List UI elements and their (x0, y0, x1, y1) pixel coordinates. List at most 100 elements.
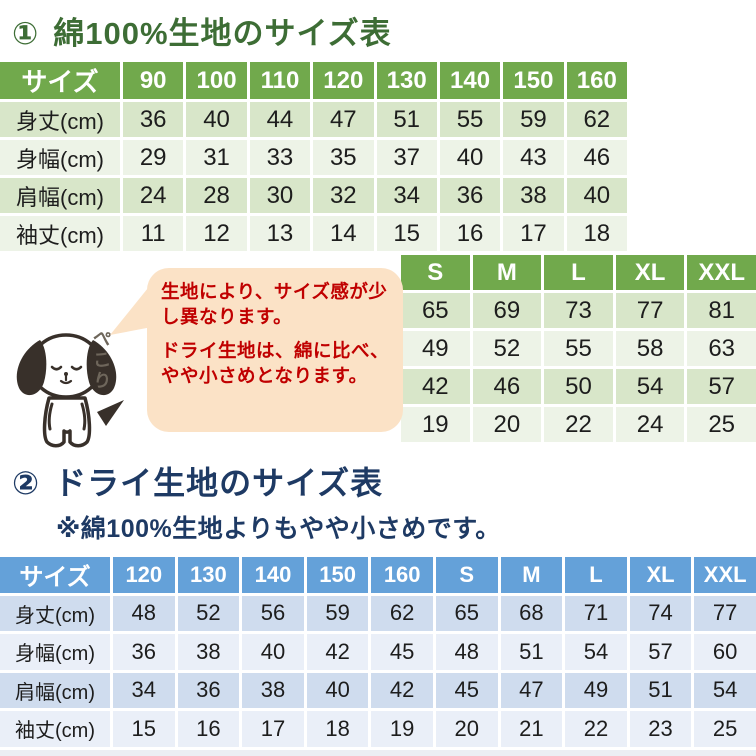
size-value: 77 (612, 290, 688, 331)
size-value: 25 (684, 404, 756, 445)
size-value: 20 (469, 404, 545, 445)
size-value: 45 (432, 669, 501, 711)
size-value: 81 (684, 290, 756, 331)
size-value: 47 (310, 99, 377, 140)
size-value: 17 (239, 708, 307, 750)
table-row: 肩幅(cm) 34 36 38 40 42 45 47 49 51 54 (0, 669, 756, 711)
dog-illustration (16, 333, 124, 448)
speech-bubble: 生地により、サイズ感が少し異なります。 ドライ生地は、綿に比べ、やや小さめとなり… (147, 268, 403, 432)
section1-title-text: 綿100%生地のサイズ表 (53, 16, 392, 51)
size-value: 49 (562, 669, 630, 711)
size-value: 34 (110, 669, 178, 711)
row-label: 身丈(cm) (0, 99, 123, 140)
header-row: サイズ 120 130 140 150 160 S M L XL XXL (0, 554, 756, 596)
table-row: 袖丈(cm) 15 16 17 18 19 20 21 22 23 25 (0, 708, 756, 750)
size-value: 19 (368, 708, 436, 750)
size-value: 43 (500, 137, 567, 178)
table-row: 49 52 55 58 63 (398, 328, 756, 369)
speech-bubble-tail (110, 283, 152, 335)
table-row: 65 69 73 77 81 (398, 290, 756, 331)
table-row: 肩幅(cm) 24 28 30 32 34 36 38 40 (0, 175, 631, 216)
bottom-edge-band (0, 750, 756, 756)
column-header: 150 (500, 59, 567, 102)
size-value: 36 (119, 99, 187, 140)
size-value: 51 (626, 669, 695, 711)
size-value: 40 (239, 631, 307, 673)
size-value: 55 (541, 328, 616, 369)
size-value: 74 (626, 592, 695, 634)
size-value: 14 (310, 213, 377, 254)
dog-bow-caption: ぺこり (91, 326, 113, 393)
section2-number: ② (12, 465, 41, 501)
size-value: 24 (119, 175, 187, 216)
table-row: 身幅(cm) 29 31 33 35 37 40 43 46 (0, 137, 631, 178)
size-value: 13 (246, 213, 314, 254)
dry-size-table: サイズ 120 130 140 150 160 S M L XL XXL 身丈(cm) 48 52 56 59… (0, 554, 756, 750)
size-value: 48 (110, 592, 178, 634)
column-header: XL (626, 554, 695, 596)
size-value: 32 (310, 175, 377, 216)
size-value: 58 (612, 328, 688, 369)
column-header: サイズ (0, 554, 113, 596)
cotton-section-title: ① 綿100%生地のサイズ表 (12, 8, 392, 53)
size-value: 68 (497, 592, 566, 634)
size-value: 16 (174, 708, 243, 750)
size-value: 52 (469, 328, 545, 369)
header-row: S M L XL XXL (398, 252, 756, 293)
size-value: 38 (174, 631, 243, 673)
size-value: 31 (183, 137, 250, 178)
table-row: 身幅(cm) 36 38 40 42 45 48 51 54 57 60 (0, 631, 756, 673)
column-header: L (541, 252, 616, 293)
size-value: 50 (541, 366, 616, 407)
column-header: L (562, 554, 630, 596)
column-header: 90 (119, 59, 187, 102)
size-value: 28 (183, 175, 250, 216)
size-value: 40 (436, 137, 504, 178)
size-value: 63 (684, 328, 756, 369)
size-value: 62 (368, 592, 436, 634)
column-header: 120 (110, 554, 178, 596)
size-value: 11 (119, 213, 187, 254)
size-value: 18 (563, 213, 631, 254)
size-value: 36 (436, 175, 504, 216)
row-label: 肩幅(cm) (0, 175, 123, 216)
column-header: 110 (246, 59, 314, 102)
size-value: 40 (183, 99, 250, 140)
size-value: 51 (373, 99, 440, 140)
size-value: 23 (626, 708, 695, 750)
dog-bow-caption-char: こ (91, 348, 112, 371)
size-value: 40 (563, 175, 631, 216)
size-value: 29 (119, 137, 187, 178)
size-value: 20 (432, 708, 501, 750)
dry-section-title: ② ドライ生地のサイズ表 (12, 458, 383, 504)
column-header: 130 (174, 554, 243, 596)
size-value: 54 (612, 366, 688, 407)
bubble-note-dry-fabric: ドライ生地は、綿に比べ、やや小さめとなります。 (161, 339, 390, 386)
size-value: 55 (436, 99, 504, 140)
size-value: 46 (469, 366, 545, 407)
size-value: 44 (246, 99, 314, 140)
size-value: 65 (398, 290, 473, 331)
size-value: 30 (246, 175, 314, 216)
table-row: 身丈(cm) 48 52 56 59 62 65 68 71 74 77 (0, 592, 756, 634)
table-row: 42 46 50 54 57 (398, 366, 756, 407)
size-value: 46 (563, 137, 631, 178)
size-value: 48 (432, 631, 501, 673)
size-value: 40 (303, 669, 372, 711)
column-header: サイズ (0, 59, 123, 102)
column-header: 120 (310, 59, 377, 102)
column-header: M (497, 554, 566, 596)
size-value: 33 (246, 137, 314, 178)
column-header: XXL (691, 554, 756, 596)
size-value: 17 (500, 213, 567, 254)
dog-bow-caption-char: り (91, 369, 113, 393)
row-label: 肩幅(cm) (0, 669, 113, 711)
size-value: 62 (563, 99, 631, 140)
size-value: 71 (562, 592, 630, 634)
size-value: 73 (541, 290, 616, 331)
size-value: 42 (368, 669, 436, 711)
size-value: 77 (691, 592, 756, 634)
column-header: XL (612, 252, 688, 293)
size-value: 37 (373, 137, 440, 178)
size-value: 69 (469, 290, 545, 331)
